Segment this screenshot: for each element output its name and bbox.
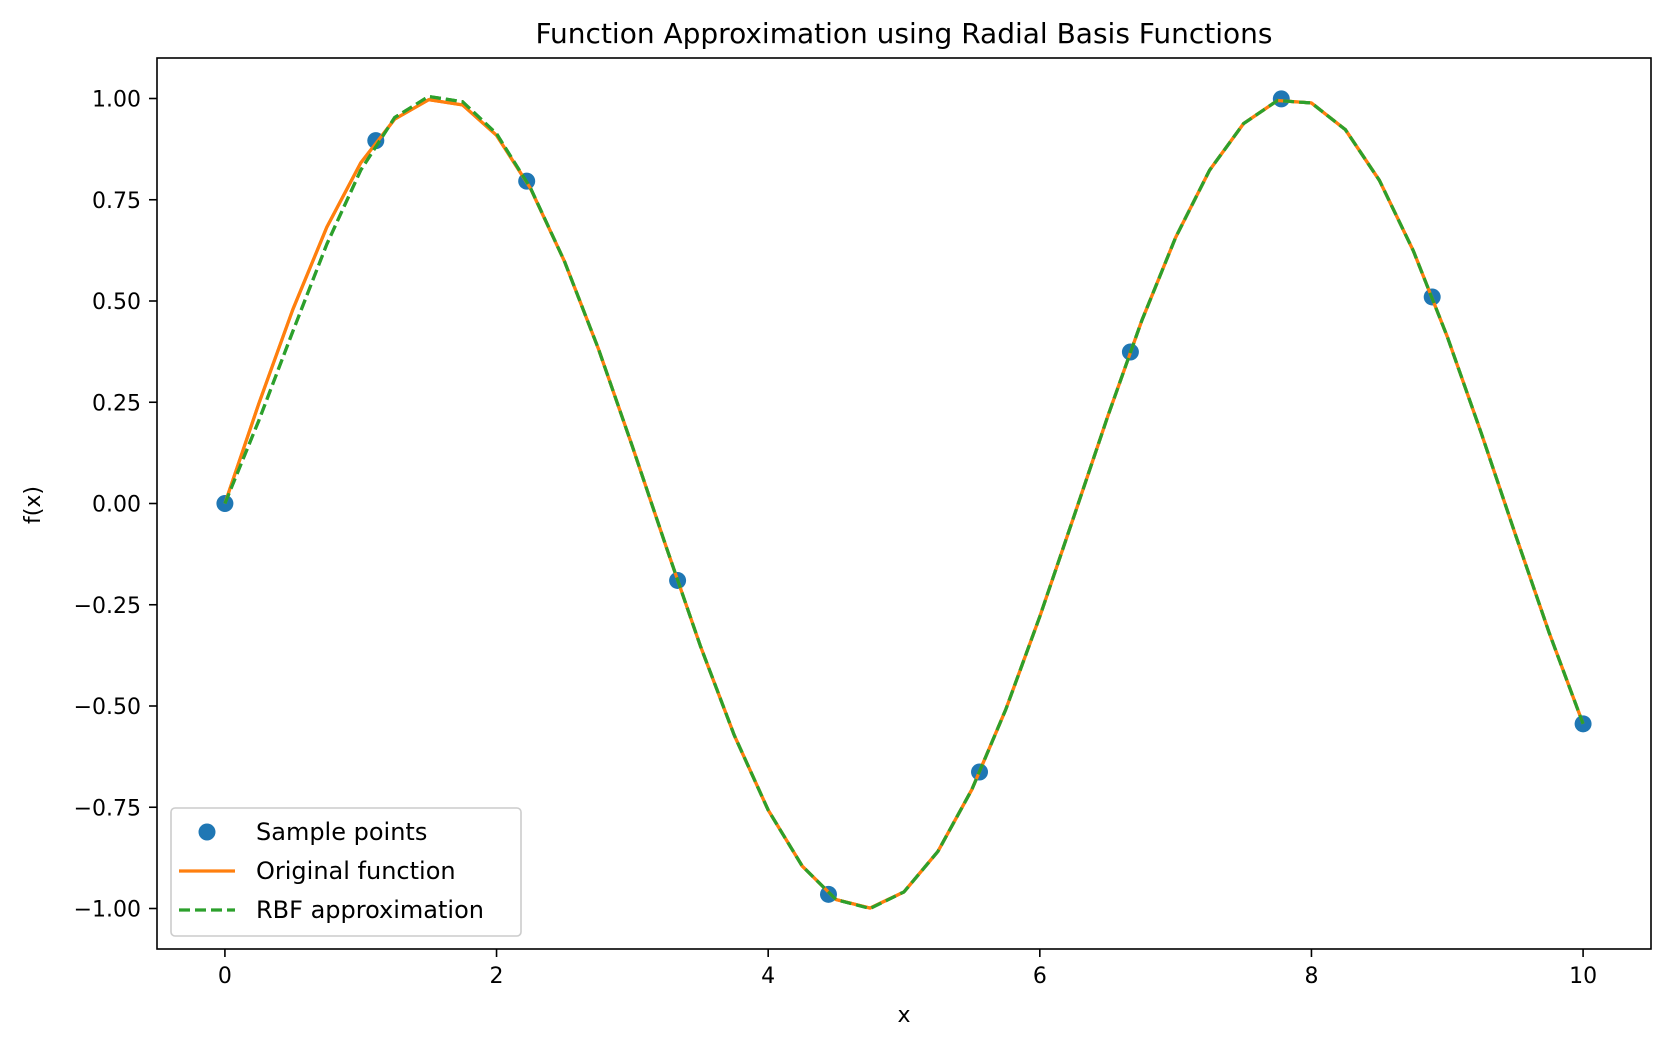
y-tick-label: −0.50	[74, 695, 141, 720]
sample-point	[1272, 90, 1290, 108]
y-tick-label: 0.25	[92, 391, 141, 416]
legend-label: Original function	[256, 857, 456, 885]
y-axis: 1.00 0.75 0.50 0.25 0.00 −0.25 −0.50 −0.75 −1.00	[74, 88, 157, 923]
legend: Sample points Original function RBF approx…	[170, 807, 522, 937]
x-tick-label: 4	[761, 964, 775, 989]
legend-label: RBF approximation	[256, 896, 484, 924]
x-tick-label: 0	[218, 964, 232, 989]
y-tick-label: 1.00	[92, 88, 141, 113]
y-tick-label: −0.25	[74, 594, 141, 619]
y-tick-label: 0.75	[92, 189, 141, 214]
y-axis-label: f(x)	[21, 486, 46, 524]
x-tick-label: 8	[1304, 964, 1318, 989]
x-axis: 0 2 4 6 8 10	[218, 949, 1597, 989]
x-tick-label: 2	[490, 964, 504, 989]
y-tick-label: −1.00	[74, 898, 141, 923]
x-tick-label: 6	[1033, 964, 1047, 989]
sample-point	[216, 495, 234, 512]
chart-title: Function Approximation using Radial Basi…	[535, 17, 1272, 50]
legend-label: Sample points	[256, 818, 427, 846]
x-tick-label: 10	[1569, 964, 1597, 989]
y-tick-label: −0.75	[74, 796, 141, 821]
sample-point	[1574, 715, 1592, 733]
y-tick-label: 0.00	[92, 493, 141, 518]
x-axis-label: x	[897, 1003, 910, 1028]
legend-box	[170, 807, 522, 937]
legend-marker-sample-points	[198, 823, 216, 841]
series-line-overlay-2	[223, 94, 1585, 911]
y-tick-label: 0.50	[92, 290, 141, 315]
